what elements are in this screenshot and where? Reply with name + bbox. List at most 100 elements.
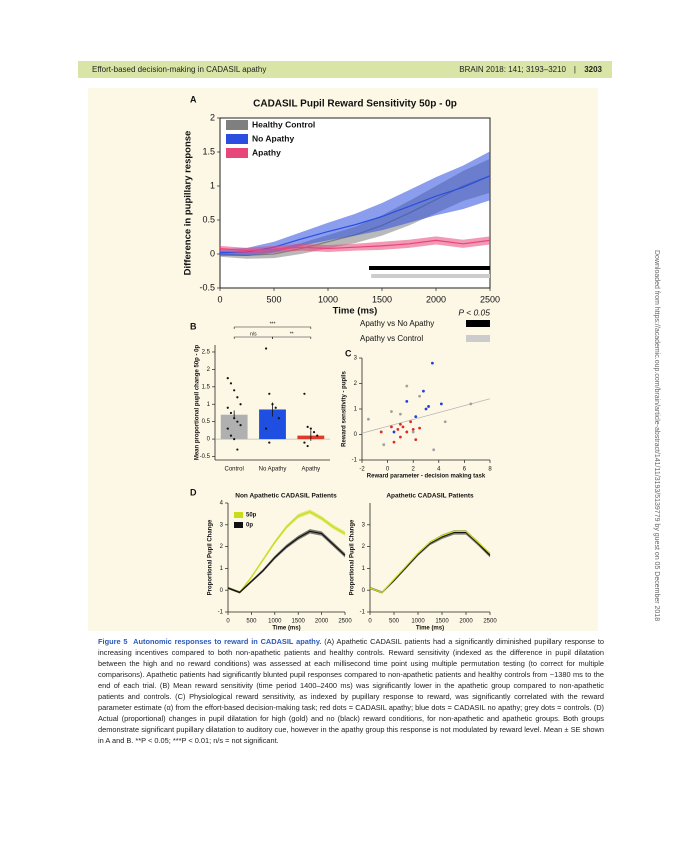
caption-title: Autonomic responses to reward in CADASIL… xyxy=(133,637,322,646)
y-tick-label: 2.5 xyxy=(202,350,211,356)
y-tick-label: 0 xyxy=(210,248,215,258)
scatter-point xyxy=(414,438,418,441)
scatter-point xyxy=(382,443,386,447)
trend-line xyxy=(361,398,491,434)
download-note: Downloaded from https://academic.oup.com… xyxy=(653,250,660,621)
scatter-point xyxy=(424,407,428,411)
x-tick-label: 2000 xyxy=(426,294,446,304)
x-axis-label: Time (ms) xyxy=(416,626,444,632)
data-point xyxy=(226,406,229,409)
data-point xyxy=(236,420,239,423)
x-tick-label: Apathy xyxy=(301,467,320,473)
data-point xyxy=(233,389,236,392)
legend-label: 0p xyxy=(246,523,253,529)
y-tick-label: 1 xyxy=(207,402,211,408)
y-tick-label: -1 xyxy=(352,458,358,464)
legend-label: Apathy xyxy=(252,147,281,157)
x-tick-label: 0 xyxy=(386,467,390,473)
scatter-point xyxy=(443,420,447,424)
x-tick-label: 1000 xyxy=(411,619,425,625)
data-point xyxy=(233,437,236,441)
series-line xyxy=(227,511,346,594)
bracket-label: *** xyxy=(270,321,276,327)
bracket-label: n/s xyxy=(250,331,257,337)
y-tick-label: -0.5 xyxy=(199,282,215,292)
y-axis-label: Difference in pupillary response xyxy=(183,131,194,276)
y-tick-label: 2 xyxy=(220,544,224,550)
chart-title: Apathetic CADASIL Patients xyxy=(386,493,474,500)
data-point xyxy=(303,441,306,444)
scatter-point xyxy=(399,435,402,439)
scatter-point xyxy=(399,422,402,426)
series-line xyxy=(219,239,491,252)
scatter-point xyxy=(396,428,400,431)
x-tick-label: -2 xyxy=(359,467,365,473)
x-tick-label: Control xyxy=(224,467,243,473)
significance-bar xyxy=(371,274,490,278)
y-tick-label: -0.5 xyxy=(200,454,211,460)
data-point xyxy=(274,406,277,409)
scatter-point xyxy=(367,417,370,421)
data-point xyxy=(226,427,229,430)
x-tick-label: 500 xyxy=(389,619,400,625)
y-axis-label: Reward sensitivity - pupils xyxy=(342,370,348,446)
separator: | xyxy=(573,65,576,74)
significance-legend-label: Apathy vs No Apathy xyxy=(360,319,434,328)
data-point xyxy=(312,431,316,434)
y-tick-label: 0 xyxy=(220,588,224,594)
significance-bar xyxy=(369,266,490,270)
x-tick-label: No Apathy xyxy=(259,467,287,473)
scatter-point xyxy=(379,430,383,434)
y-tick-label: 4 xyxy=(220,501,224,507)
chart-title: CADASIL Pupil Reward Sensitivity 50p - 0… xyxy=(253,99,457,110)
x-tick-label: 1500 xyxy=(292,619,306,625)
x-tick-label: 8 xyxy=(488,467,492,473)
x-tick-label: 500 xyxy=(266,294,281,304)
x-tick-label: 1500 xyxy=(435,619,449,625)
y-tick-label: -1 xyxy=(360,610,366,616)
x-tick-label: 2000 xyxy=(459,619,473,625)
error-band xyxy=(220,236,490,254)
y-axis-label: Mean proportional pupil change 50p - 0p xyxy=(195,344,201,460)
scatter-point xyxy=(432,448,436,452)
data-point xyxy=(265,347,268,350)
scatter-point xyxy=(431,361,434,365)
scatter-point xyxy=(411,430,415,434)
series-line xyxy=(369,530,491,594)
x-tick-label: 4 xyxy=(437,467,441,473)
panel-letter: C xyxy=(345,348,352,358)
legend-label: Healthy Control xyxy=(252,119,315,129)
scatter-point xyxy=(392,440,396,444)
y-tick-label: 0 xyxy=(362,588,366,594)
scatter-point xyxy=(422,389,425,393)
x-tick-label: 2500 xyxy=(483,619,497,625)
legend-label: 50p xyxy=(246,513,257,519)
bracket-label: ** xyxy=(290,331,294,337)
scatter-point xyxy=(418,394,421,398)
error-band xyxy=(220,151,490,257)
data-point xyxy=(306,425,309,428)
data-point xyxy=(239,424,242,427)
x-tick-label: 0 xyxy=(217,294,222,304)
panel-letter: A xyxy=(190,94,197,104)
caption-label: Figure 5 xyxy=(98,637,128,646)
panel-letter: B xyxy=(190,321,197,331)
x-axis-label: Time (ms) xyxy=(333,306,378,317)
scatter-point xyxy=(411,428,415,431)
scatter-point xyxy=(392,430,396,434)
panel-letter: D xyxy=(190,487,197,497)
data-point xyxy=(303,392,306,395)
x-tick-label: 2500 xyxy=(480,294,500,304)
y-axis-label: Proportional Pupil Change xyxy=(350,519,356,595)
scatter-point xyxy=(405,384,409,388)
y-tick-label: 1.5 xyxy=(202,384,211,390)
y-tick-label: 1 xyxy=(354,407,358,413)
legend-label: No Apathy xyxy=(252,133,294,143)
y-tick-label: 1 xyxy=(210,180,215,190)
data-point xyxy=(265,427,268,430)
scatter-point xyxy=(401,425,405,429)
data-point xyxy=(268,441,271,444)
legend-swatch xyxy=(226,134,248,144)
scatter-point xyxy=(469,402,473,406)
